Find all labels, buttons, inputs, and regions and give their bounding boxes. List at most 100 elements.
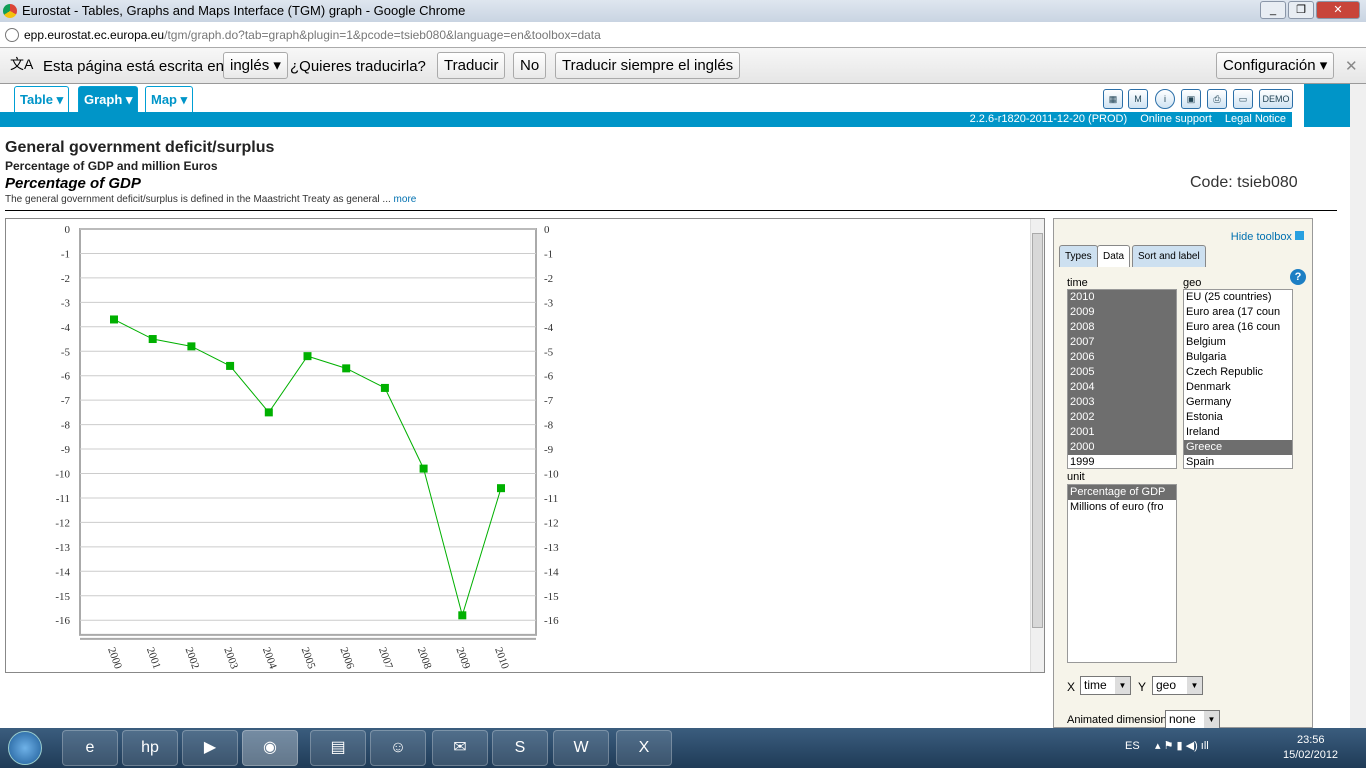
y-select[interactable]: geo ▼ xyxy=(1152,676,1203,695)
excel-icon[interactable]: X xyxy=(616,730,672,766)
x-tick-label: 2005 xyxy=(299,646,318,671)
data-point xyxy=(458,611,467,620)
list-item[interactable]: 2001 xyxy=(1068,425,1176,440)
y-tick-label-left: -3 xyxy=(61,297,71,309)
tab-graph[interactable]: Graph ▾ xyxy=(78,86,139,112)
y-label: Y xyxy=(1138,680,1147,694)
list-item[interactable]: 2000 xyxy=(1068,440,1176,455)
tab-table[interactable]: Table ▾ xyxy=(14,86,70,112)
demo-button[interactable]: DEMO xyxy=(1259,89,1293,109)
word-icon[interactable]: W xyxy=(553,730,609,766)
always-translate-button[interactable]: Traducir siempre el inglés xyxy=(555,52,741,79)
time-listbox[interactable]: 2010 2009 2008 2007 2006 2005 2004 2003 2002 2001… xyxy=(1067,289,1177,469)
y-tick-label-right: -1 xyxy=(544,248,553,260)
translate-button[interactable]: Traducir xyxy=(437,52,506,79)
list-item[interactable]: Euro area (16 coun xyxy=(1186,321,1281,333)
tab-data[interactable]: Data xyxy=(1097,245,1131,267)
eurostat-logo[interactable] xyxy=(1304,84,1350,127)
messenger-icon[interactable]: ☺ xyxy=(370,730,426,766)
x-select[interactable]: time ▼ xyxy=(1080,676,1131,695)
unit-listbox[interactable]: Percentage of GDP Millions of euro (fro xyxy=(1067,484,1177,663)
no-button[interactable]: No xyxy=(513,52,547,79)
legal-notice-link[interactable]: Legal Notice xyxy=(1224,113,1286,125)
outlook-icon[interactable]: ✉ xyxy=(432,730,488,766)
start-button[interactable] xyxy=(8,731,42,765)
list-item[interactable]: 2009 xyxy=(1068,305,1176,320)
save-icon[interactable]: ▣ xyxy=(1181,89,1201,109)
animated-dimension-select[interactable]: none ▼ xyxy=(1165,710,1220,729)
y-tick-label-left: -13 xyxy=(55,542,70,554)
clock-date[interactable]: 15/02/2012 xyxy=(1283,749,1339,761)
list-item[interactable]: Czech Republic xyxy=(1186,366,1264,378)
list-item[interactable]: EU (25 countries) xyxy=(1186,291,1272,303)
list-item[interactable]: Estonia xyxy=(1186,411,1223,423)
x-tick-label: 2001 xyxy=(144,646,163,671)
address-bar[interactable]: epp.eurostat.ec.europa.eu/tgm/graph.do?t… xyxy=(0,22,1366,48)
chrome-taskbar-icon[interactable]: ◉ xyxy=(242,730,298,766)
print-icon[interactable]: ⎙ xyxy=(1207,89,1227,109)
metadata-icon[interactable]: M xyxy=(1128,89,1148,109)
translate-prefix: Esta página está escrita en xyxy=(43,58,224,75)
list-item[interactable]: Germany xyxy=(1186,396,1232,408)
tray-icons[interactable]: ▴ ⚑ ▮ ◀) ıll xyxy=(1155,740,1209,752)
divider xyxy=(5,210,1337,211)
close-button[interactable]: ✕ xyxy=(1316,1,1360,19)
y-tick-label-left: -5 xyxy=(61,346,71,358)
language-select[interactable]: inglés ▾ xyxy=(223,52,288,79)
data-point xyxy=(342,364,351,373)
page-scrollbar[interactable] xyxy=(1350,84,1366,728)
list-item[interactable]: Bulgaria xyxy=(1186,351,1227,363)
online-support-link[interactable]: Online support xyxy=(1140,113,1212,125)
media-player-icon[interactable]: ▶ xyxy=(182,730,238,766)
more-link[interactable]: more xyxy=(393,194,417,205)
language-indicator[interactable]: ES xyxy=(1125,740,1140,752)
list-item[interactable]: Percentage of GDP xyxy=(1068,485,1176,500)
geo-listbox[interactable]: EU (25 countries) Euro area (17 coun Euro … xyxy=(1183,289,1293,469)
list-item[interactable]: 2002 xyxy=(1068,410,1176,425)
tab-map[interactable]: Map ▾ xyxy=(145,86,194,112)
list-item[interactable]: Denmark xyxy=(1186,381,1231,393)
explorer-icon[interactable]: ▤ xyxy=(310,730,366,766)
y-tick-label-left: -8 xyxy=(61,420,71,432)
hide-toolbox-link[interactable]: Hide toolbox xyxy=(1231,231,1304,243)
animated-dimension-label: Animated dimension xyxy=(1067,714,1167,726)
config-button[interactable]: Configuración ▾ xyxy=(1216,52,1335,79)
tab-types[interactable]: Types xyxy=(1059,245,1098,267)
list-item[interactable]: Belgium xyxy=(1186,336,1226,348)
minimize-button[interactable]: _ xyxy=(1260,1,1286,19)
y-tick-label-left: -6 xyxy=(61,371,71,383)
list-item[interactable]: 1999 xyxy=(1070,456,1095,468)
list-item[interactable]: Euro area (17 coun xyxy=(1186,306,1281,318)
skype-icon[interactable]: S xyxy=(492,730,548,766)
list-item[interactable]: 2005 xyxy=(1068,365,1176,380)
y-tick-label-right: -12 xyxy=(544,517,559,529)
y-tick-label-left: -15 xyxy=(55,591,70,603)
list-item[interactable]: 2003 xyxy=(1068,395,1176,410)
list-item[interactable]: 2006 xyxy=(1068,350,1176,365)
translate-bar: 文A Esta página está escrita en inglés ▾ … xyxy=(0,48,1366,84)
close-translate-icon[interactable]: ✕ xyxy=(1345,58,1358,75)
maximize-button[interactable]: ❐ xyxy=(1288,1,1314,19)
list-item[interactable]: 2010 xyxy=(1068,290,1176,305)
x-tick-label: 2009 xyxy=(453,646,472,671)
taskbar: e hp ▶ ◉ ▤ ☺ ✉ S W X ES ▴ ⚑ ▮ ◀) ıll 23:… xyxy=(0,728,1366,768)
list-item[interactable]: Ireland xyxy=(1186,426,1220,438)
clock-time[interactable]: 23:56 xyxy=(1297,734,1325,746)
ie-icon[interactable]: e xyxy=(62,730,118,766)
line-chart: 0 0 -1 -1 -2 -2 -3 -3 -4 -4 -5 -5 -6 -6 -7 -7 -8 -8 -9 -9 -1… xyxy=(55,224,559,671)
info-icon[interactable]: i xyxy=(1155,89,1175,109)
tab-sort-and-label[interactable]: Sort and label xyxy=(1132,245,1206,267)
list-item[interactable]: Millions of euro (fro xyxy=(1070,501,1164,513)
chrome-icon xyxy=(3,4,17,18)
list-item[interactable]: 2007 xyxy=(1068,335,1176,350)
hp-icon[interactable]: hp xyxy=(122,730,178,766)
description: The general government deficit/surplus i… xyxy=(5,194,417,205)
list-item[interactable]: 2008 xyxy=(1068,320,1176,335)
list-item[interactable]: Greece xyxy=(1184,440,1292,455)
chart-scrollbar[interactable] xyxy=(1030,219,1044,672)
help-icon[interactable]: ? xyxy=(1290,269,1306,285)
folder-icon[interactable]: ▭ xyxy=(1233,89,1253,109)
list-item[interactable]: 2004 xyxy=(1068,380,1176,395)
list-item[interactable]: Spain xyxy=(1186,456,1215,468)
calendar-edit-icon[interactable]: ▦ xyxy=(1103,89,1123,109)
